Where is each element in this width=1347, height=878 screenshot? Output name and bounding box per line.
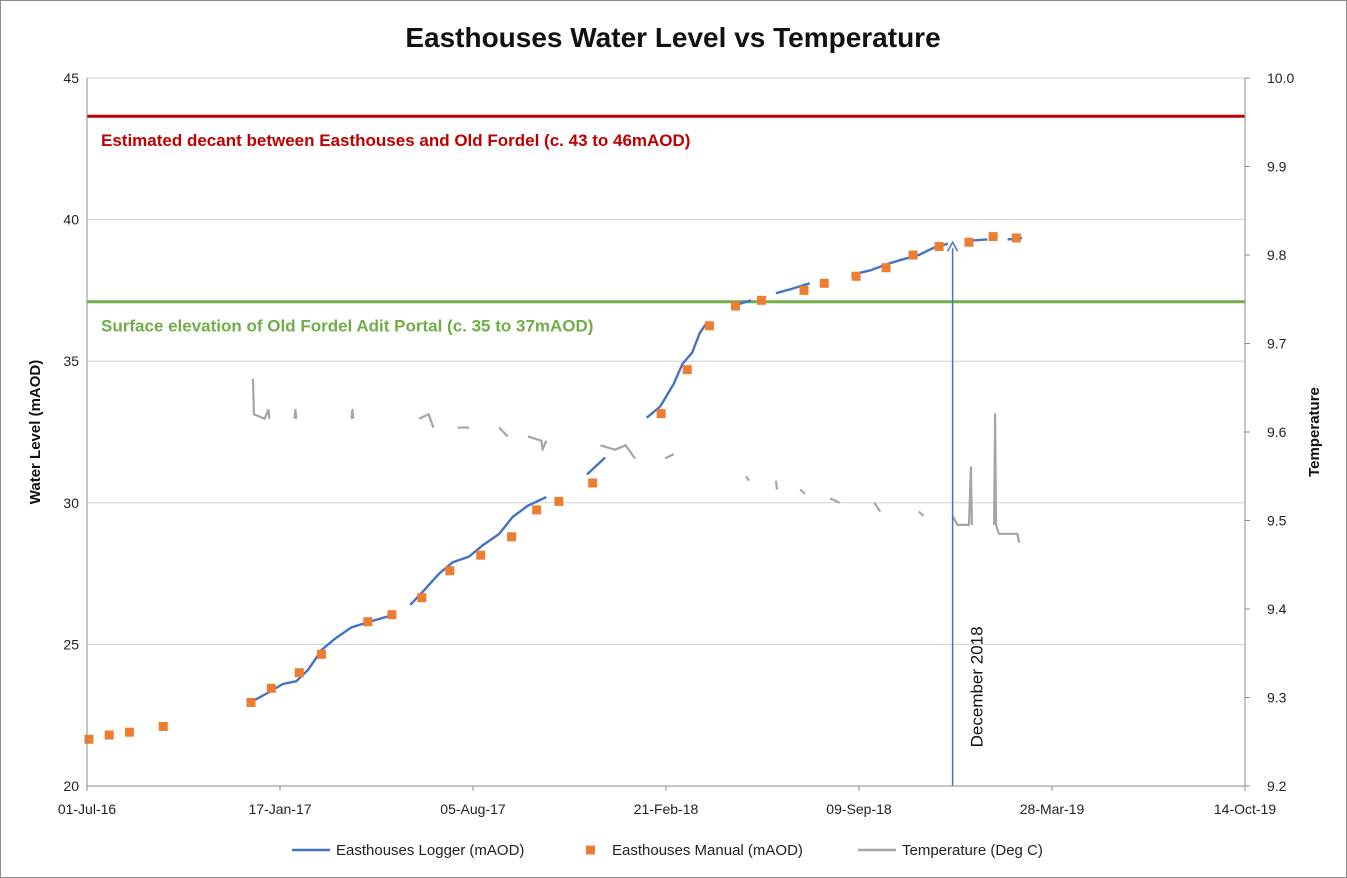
temperature-series-line (664, 453, 675, 460)
logger-series-line (851, 242, 949, 276)
y-left-tick-label: 40 (63, 212, 79, 228)
manual-data-point (294, 668, 304, 678)
temperature-series-line (951, 466, 973, 526)
y-right-tick-label: 10.0 (1267, 70, 1294, 86)
manual-data-point (266, 683, 276, 693)
temperature-series-line (600, 444, 636, 460)
manual-data-point (934, 242, 944, 252)
manual-data-point (158, 722, 168, 732)
temperature-series-line (873, 502, 882, 513)
manual-data-point (246, 697, 256, 707)
x-tick-label: 09-Sep-18 (826, 801, 892, 817)
y-right-tick-label: 9.3 (1267, 690, 1287, 706)
manual-data-point (851, 271, 861, 281)
manual-data-point (507, 532, 517, 542)
temperature-series-line (527, 435, 548, 451)
decant-reference-label: Estimated decant between Easthouses and … (101, 131, 690, 150)
manual-data-point (988, 232, 998, 242)
x-tick-label: 21-Feb-18 (634, 801, 699, 817)
y-right-tick-label: 9.8 (1267, 247, 1287, 263)
manual-data-point (819, 278, 829, 288)
manual-data-point (532, 505, 542, 515)
manual-data-point (104, 730, 114, 740)
y-right-tick-label: 9.4 (1267, 601, 1287, 617)
manual-data-point (124, 727, 134, 737)
manual-data-point (588, 478, 598, 488)
legend-manual-swatch (586, 845, 595, 855)
y-left-tick-label: 30 (63, 495, 79, 511)
temperature-series-line (993, 413, 1021, 543)
temperature-series-line (774, 480, 779, 490)
manual-data-point (881, 263, 891, 273)
logger-series-line (409, 496, 547, 606)
manual-data-point (445, 566, 455, 576)
y-left-tick-label: 45 (63, 70, 79, 86)
december-2018-arrow-head (946, 240, 959, 252)
manual-data-point (704, 321, 714, 331)
manual-data-point (656, 409, 666, 419)
y-right-tick-label: 9.5 (1267, 513, 1287, 529)
manual-data-point (908, 250, 918, 260)
temperature-series-line (498, 426, 509, 438)
x-tick-label: 01-Jul-16 (58, 801, 117, 817)
temperature-series-line (293, 408, 298, 419)
manual-data-point (316, 649, 326, 659)
x-tick-label: 17-Jan-17 (248, 801, 311, 817)
legend-manual-label: Easthouses Manual (mAOD) (612, 842, 803, 859)
manual-data-point (476, 550, 486, 560)
december-2018-label: December 2018 (968, 626, 987, 747)
logger-series-line (586, 456, 607, 476)
y-right-tick-label: 9.7 (1267, 336, 1287, 352)
legend: Easthouses Logger (mAOD) Easthouses Manua… (292, 842, 1043, 859)
temperature-series-line (745, 475, 750, 482)
y-right-tick-label: 9.2 (1267, 778, 1287, 794)
temperature-series-line (350, 408, 355, 419)
x-tick-label: 05-Aug-17 (440, 801, 506, 817)
y-left-tick-label: 25 (63, 636, 79, 652)
logger-series-line (645, 323, 707, 419)
y-right-tick-label: 9.6 (1267, 424, 1287, 440)
manual-data-point (964, 237, 974, 247)
temperature-series-line (418, 413, 435, 428)
temperature-series-line (251, 378, 271, 420)
temperature-series-line (829, 497, 841, 504)
temperature-series-line (918, 510, 925, 517)
manual-data-point (682, 365, 692, 375)
manual-data-point (387, 610, 397, 620)
y-left-tick-label: 35 (63, 353, 79, 369)
y-right-tick-label: 9.9 (1267, 159, 1287, 175)
legend-temperature-label: Temperature (Deg C) (902, 842, 1043, 859)
manual-data-point (84, 734, 94, 744)
logger-series-line (775, 282, 811, 295)
x-tick-label: 28-Mar-19 (1020, 801, 1085, 817)
temperature-series-line (799, 488, 806, 495)
manual-data-point (730, 301, 740, 311)
manual-data-point (757, 295, 767, 305)
manual-data-point (417, 593, 427, 603)
manual-data-point (799, 285, 809, 295)
manual-data-point (1011, 233, 1021, 243)
legend-logger-label: Easthouses Logger (mAOD) (336, 842, 524, 859)
y-axis-left-title: Water Level (mAOD) (27, 360, 44, 504)
manual-data-point (363, 617, 373, 627)
adit-portal-reference-label: Surface elevation of Old Fordel Adit Por… (101, 317, 593, 336)
x-tick-label: 14-Oct-19 (1214, 801, 1276, 817)
manual-data-point (554, 496, 564, 506)
chart-title: Easthouses Water Level vs Temperature (405, 22, 940, 53)
y-axis-right-title: Temperature (1306, 387, 1323, 477)
y-left-tick-label: 20 (63, 778, 79, 794)
